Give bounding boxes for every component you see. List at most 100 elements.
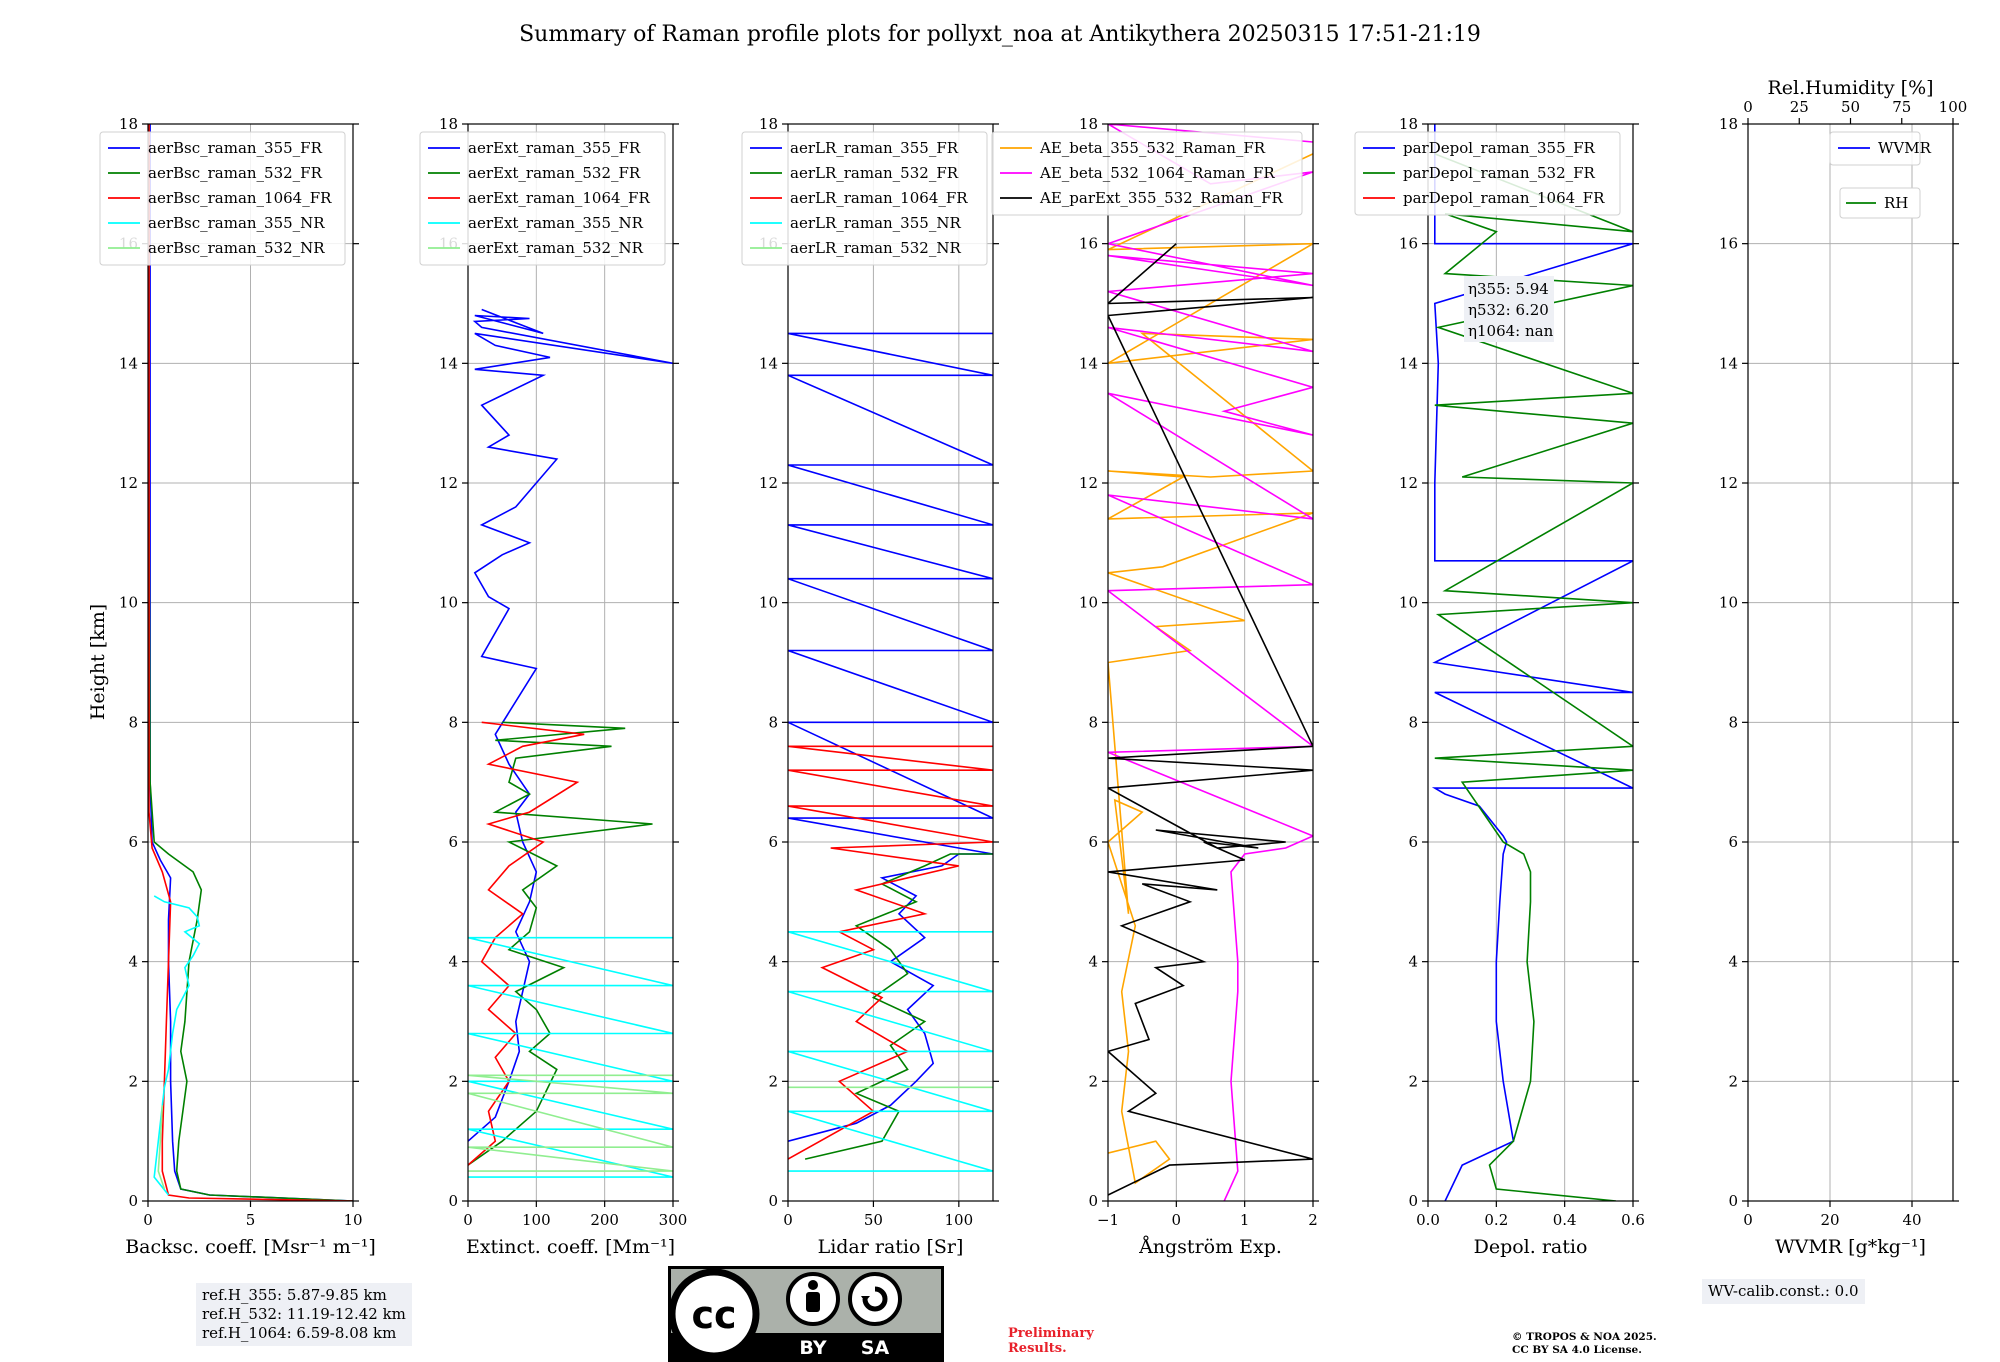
y-tick-label: 2	[1408, 1072, 1418, 1090]
cc-logo-text: cc	[691, 1293, 736, 1337]
ref-height-532: ref.H_532: 11.19-12.42 km	[202, 1305, 406, 1323]
y-tick-label: 0	[1728, 1192, 1738, 1210]
top-x-tick-label: 50	[1841, 98, 1860, 116]
legend-entry: aerExt_raman_532_FR	[468, 164, 641, 182]
y-tick-label: 8	[1408, 713, 1418, 731]
legend-box	[1354, 131, 1621, 216]
y-tick-label: 8	[448, 713, 458, 731]
y-tick-label: 16	[1079, 235, 1098, 253]
legend-entry: aerLR_raman_532_NR	[790, 239, 961, 257]
x-axis-label: Depol. ratio	[1474, 1236, 1588, 1258]
y-axis-label: Height [km]	[87, 604, 109, 720]
copyright-note: © TROPOS & NOA 2025. CC BY SA 4.0 Licens…	[1512, 1331, 1657, 1357]
eta-box	[1464, 276, 1554, 342]
ref-height-355: ref.H_355: 5.87-9.85 km	[202, 1286, 387, 1304]
x-tick-label: 0	[463, 1211, 473, 1229]
y-tick-label: 2	[448, 1072, 458, 1090]
x-axis-label: Extinct. coeff. [Mm⁻¹]	[466, 1236, 675, 1258]
legend-box	[991, 131, 1303, 216]
x-tick-label: 0.2	[1484, 1211, 1508, 1229]
series-aerBsc_raman_532_NR	[157, 1105, 166, 1190]
legend-entry: aerLR_raman_1064_FR	[790, 189, 968, 207]
top-x-axis-label: Rel.Humidity [%]	[1767, 77, 1933, 99]
legend-entry: parDepol_raman_1064_FR	[1403, 189, 1605, 207]
panel-1: 0246810121416180510Backsc. coeff. [Msr⁻¹…	[99, 115, 376, 1258]
series-aerLR_raman_532_FR	[804, 853, 993, 1160]
y-tick-label: 10	[759, 594, 778, 612]
legend-box	[419, 131, 666, 266]
y-tick-label: 4	[1088, 953, 1098, 971]
y-tick-label: 18	[1719, 115, 1738, 133]
legend2-box	[1839, 187, 1921, 219]
series-AE_parExt_355_532_Raman_FR	[1108, 243, 1313, 1196]
legend-entry: aerLR_raman_532_FR	[790, 164, 959, 182]
legend-entry: aerBsc_raman_1064_FR	[148, 189, 332, 207]
legend-box	[99, 131, 346, 266]
series-group	[468, 308, 673, 1178]
series-aerExt_raman_532_FR	[468, 721, 653, 1166]
y-tick-label: 2	[768, 1072, 778, 1090]
legend-entry: aerBsc_raman_355_FR	[148, 139, 323, 157]
prelim-line-1: Preliminary	[1008, 1326, 1094, 1341]
y-tick-label: 14	[759, 354, 778, 372]
legend-entry: parDepol_raman_532_FR	[1403, 164, 1596, 182]
y-tick-label: 10	[1399, 594, 1418, 612]
y-tick-label: 0	[1088, 1192, 1098, 1210]
legend-entry: aerExt_raman_1064_FR	[468, 189, 650, 207]
series-parDepol_raman_532_FR	[1434, 153, 1633, 1201]
y-tick-label: 16	[1399, 235, 1418, 253]
legend-entry: aerBsc_raman_532_FR	[148, 164, 323, 182]
series-aerLR_raman_1064_FR	[788, 745, 993, 1160]
y-tick-label: 18	[759, 115, 778, 133]
y-tick-label: 4	[1408, 953, 1418, 971]
legend-entry: aerExt_raman_355_NR	[468, 214, 644, 232]
x-tick-label: 1	[1240, 1211, 1250, 1229]
legend-box	[741, 131, 988, 266]
y-tick-label: 12	[119, 474, 138, 492]
top-x-tick-label: 100	[1939, 98, 1968, 116]
x-tick-label: 200	[590, 1211, 619, 1229]
panel-6: 0 2 4 6 8 10 12 14 16 18 0 20 40 WVMR [g*kg⁻¹] 0 25 50 75…	[1719, 77, 1967, 1258]
x-axis-label: Lidar ratio [Sr]	[818, 1236, 964, 1258]
y-tick-label: 10	[439, 594, 458, 612]
cc-logo-icon	[668, 1268, 760, 1360]
axes-frame	[1747, 123, 1954, 1202]
x-tick-label: 300	[659, 1211, 688, 1229]
y-tick-label: 4	[128, 953, 138, 971]
y-tick-label: 18	[119, 115, 138, 133]
legend-entry: RH	[1884, 194, 1908, 212]
series-group	[1431, 124, 1633, 1201]
y-tick-label: 6	[128, 833, 138, 851]
y-tick-label: 10	[119, 594, 138, 612]
x-tick-label: 100	[522, 1211, 551, 1229]
series-AE_beta_532_1064_Raman_FR	[1108, 124, 1313, 1201]
y-tick-label: 8	[768, 713, 778, 731]
eta-annotation: η1064: nan	[1468, 322, 1554, 340]
y-tick-label: 16	[1719, 235, 1738, 253]
y-tick-label: 12	[759, 474, 778, 492]
y-tick-label: 0	[448, 1192, 458, 1210]
wv-calib-box: WV-calib.const.: 0.0	[1702, 1279, 1865, 1304]
legend-entry: aerBsc_raman_355_NR	[148, 214, 325, 232]
y-tick-label: 2	[128, 1072, 138, 1090]
x-tick-label: 0	[783, 1211, 793, 1229]
figure-title: Summary of Raman profile plots for polly…	[519, 22, 1481, 47]
x-tick-label: 20	[1820, 1211, 1839, 1229]
x-tick-label: 100	[945, 1211, 974, 1229]
legend-entry: aerLR_raman_355_NR	[790, 214, 961, 232]
series-parDepol_raman_355_FR	[1431, 124, 1633, 1201]
axes-frame	[787, 123, 994, 1202]
x-tick-label: 0	[1743, 1211, 1753, 1229]
y-tick-label: 8	[1728, 713, 1738, 731]
x-axis-label: Ångström Exp.	[1138, 1236, 1282, 1258]
y-tick-label: 18	[439, 115, 458, 133]
y-tick-label: 18	[1399, 115, 1418, 133]
y-tick-label: 2	[1728, 1072, 1738, 1090]
y-tick-label: 18	[1079, 115, 1098, 133]
y-tick-label: 4	[1728, 953, 1738, 971]
y-tick-label: 4	[768, 953, 778, 971]
axes-frame	[467, 123, 674, 1202]
series-group	[788, 332, 993, 1172]
